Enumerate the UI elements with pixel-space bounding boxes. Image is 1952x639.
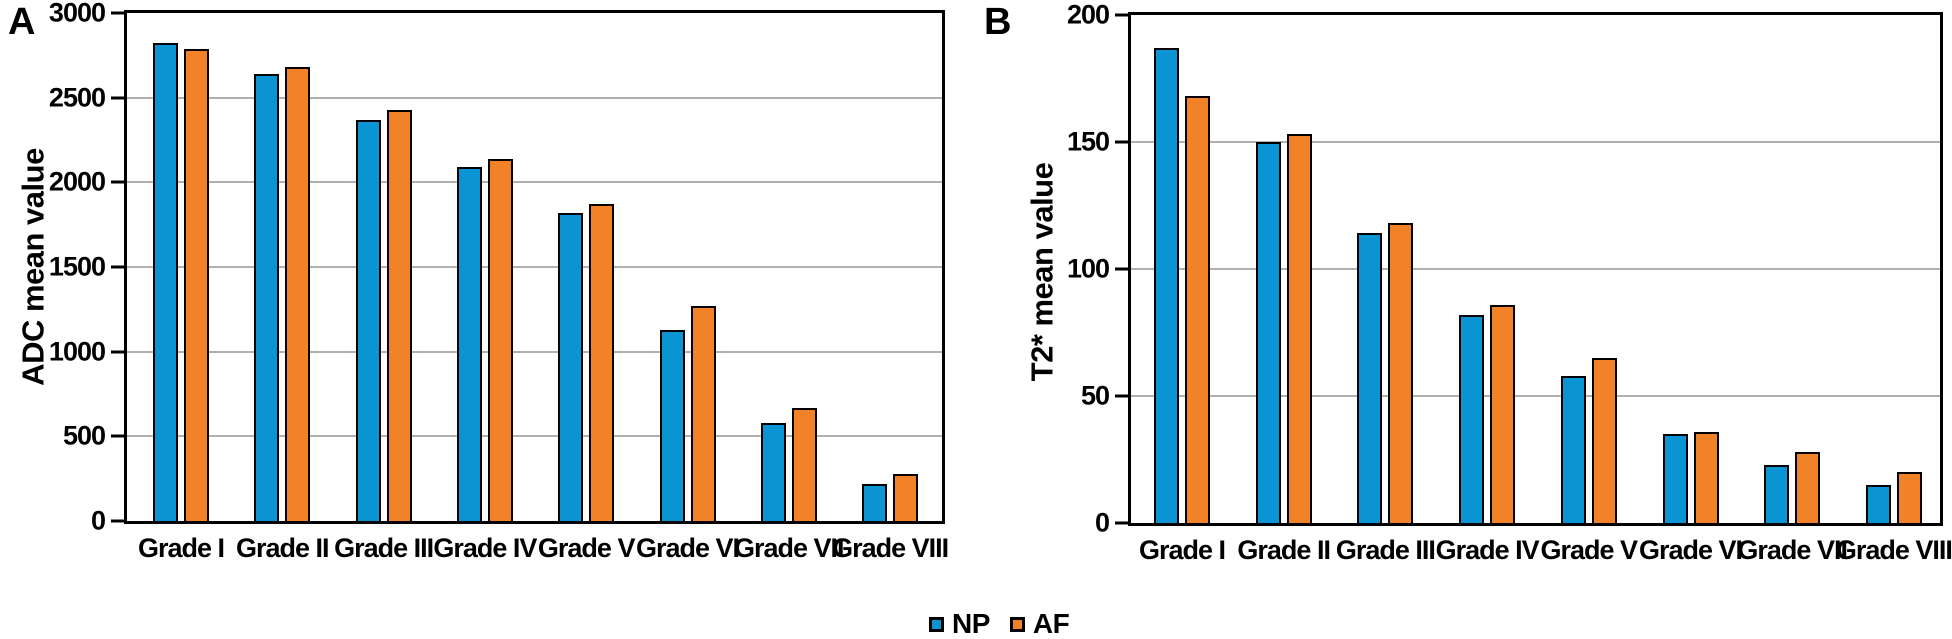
bar-af-grade-ii [1286,134,1312,523]
gridline-150 [1131,141,1940,143]
y-tick-mark-1000 [111,350,126,354]
y-tick-label-3000: 3000 [48,0,106,28]
y-tick-label-2500: 2500 [48,82,106,113]
y-tick-label-1500: 1500 [48,251,106,282]
y-tick-label-2000: 2000 [48,166,106,197]
bar-np-grade-v [1560,375,1586,523]
x-category-label-grade-viii: Grade VIII [1835,535,1952,565]
bar-np-grade-viii [862,483,888,521]
panel-a-axis-top [124,10,945,13]
gridline-500 [127,435,942,438]
x-category-label-grade-i: Grade I [137,533,225,563]
bar-np-grade-v [558,212,584,521]
bar-np-grade-ii [254,73,280,521]
panel-a-axis-right [942,13,945,521]
bar-af-grade-viii [893,473,919,521]
y-tick-mark-50 [1115,394,1130,398]
x-category-label-grade-viii: Grade VIII [832,533,949,563]
legend-item-af: AF [1009,608,1070,639]
bar-af-grade-iii [1388,223,1414,523]
panel-b-axis-right [1940,15,1943,523]
bar-np-grade-i [153,43,178,521]
y-tick-mark-500 [111,434,126,438]
gridline-50 [1131,395,1940,397]
bar-af-grade-vii [791,407,817,521]
gridline-100 [1131,268,1940,270]
gridline-1500 [127,266,942,268]
bar-np-grade-vii [760,422,786,521]
panel-b-label: B [984,1,1011,43]
y-tick-label-1000: 1000 [48,336,106,367]
bar-af-grade-iv [1490,304,1516,523]
y-tick-label-150: 150 [1066,126,1110,157]
legend-swatch-np [929,616,944,632]
y-tick-mark-2500 [111,96,126,100]
x-category-label-grade-v: Grade V [537,533,636,563]
x-category-label-grade-vii: Grade VII [734,533,845,563]
bar-np-grade-i [1154,48,1179,523]
legend-item-np: NP [929,610,990,638]
y-tick-mark-150 [1115,140,1130,144]
bar-af-grade-v [1591,357,1617,523]
bar-np-grade-ii [1255,142,1281,523]
bar-np-grade-iv [456,167,482,521]
bar-af-grade-viii [1896,472,1922,523]
y-tick-mark-100 [1115,267,1130,271]
y-tick-mark-2000 [111,180,126,184]
panel-a-plot-area [127,13,942,521]
bar-af-grade-v [589,204,615,521]
panel-b-plot-area [1131,15,1940,523]
bar-af-grade-vi [1693,431,1719,523]
bar-np-grade-vi [659,329,685,521]
x-category-label-grade-vi: Grade VI [635,533,740,563]
y-tick-label-200: 200 [1066,0,1110,30]
bar-af-grade-vi [690,305,716,521]
y-tick-label-100: 100 [1066,253,1110,284]
y-tick-label-0: 0 [1094,507,1110,538]
legend-swatch-af [1009,616,1025,632]
x-category-label-grade-iii: Grade III [334,533,434,563]
bar-np-grade-iii [1357,233,1383,523]
x-category-label-grade-ii: Grade II [1237,535,1331,565]
x-category-label-grade-iii: Grade III [1335,535,1436,565]
panel-a-label: A [8,1,35,43]
legend-label-af: AF [1032,608,1070,639]
x-category-label-grade-iv: Grade IV [1435,535,1540,565]
y-tick-mark-0 [1115,521,1130,525]
bar-af-grade-i [184,48,209,521]
bar-np-grade-viii [1865,484,1891,523]
y-tick-mark-200 [1115,13,1130,17]
bar-af-grade-ii [285,67,311,521]
y-tick-mark-3000 [111,11,126,15]
bar-np-grade-vii [1764,464,1790,523]
y-tick-label-0: 0 [90,505,106,536]
x-category-label-grade-vii: Grade VII [1737,535,1848,565]
x-category-label-grade-ii: Grade II [236,533,330,563]
bar-af-grade-i [1185,96,1210,523]
x-category-label-grade-iv: Grade IV [433,533,537,563]
gridline-1000 [127,350,942,353]
y-tick-label-50: 50 [1080,380,1110,411]
gridline-2000 [127,181,942,184]
x-category-label-grade-i: Grade I [1138,535,1226,565]
y-tick-mark-1500 [111,265,126,269]
panel-a-axis-bottom [124,521,945,524]
bar-af-grade-iv [487,158,513,521]
panel-b-axis-top [1128,12,1943,15]
bar-af-grade-vii [1795,451,1821,523]
gridline-2500 [127,96,942,99]
bar-np-grade-iv [1459,314,1485,523]
bar-np-grade-iii [355,119,381,521]
panel-b-axis-bottom [1128,523,1943,526]
bar-np-grade-vi [1662,434,1688,523]
legend-label-np: NP [952,608,990,639]
x-category-label-grade-v: Grade V [1540,535,1639,565]
y-tick-mark-0 [111,519,126,523]
y-tick-label-500: 500 [62,420,106,451]
x-category-label-grade-vi: Grade VI [1638,535,1743,565]
bar-af-grade-iii [386,109,412,521]
legend: NP AF [929,608,1070,639]
